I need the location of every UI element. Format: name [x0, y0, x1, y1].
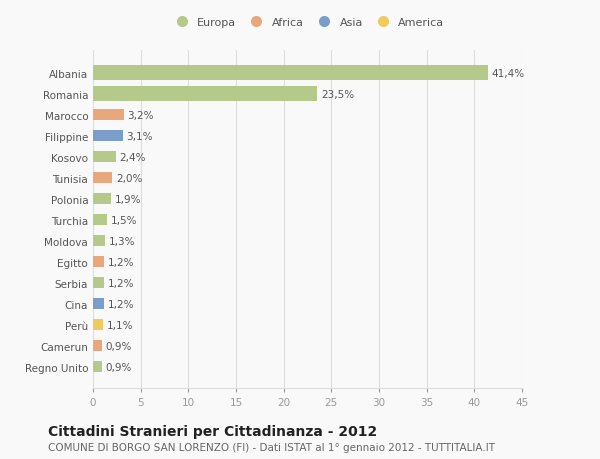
Bar: [93, 87, 317, 102]
Text: 23,5%: 23,5%: [321, 90, 354, 99]
Bar: [93, 110, 124, 121]
Bar: [93, 130, 122, 142]
Bar: [93, 193, 111, 205]
Text: Cittadini Stranieri per Cittadinanza - 2012: Cittadini Stranieri per Cittadinanza - 2…: [48, 425, 377, 438]
Text: 1,2%: 1,2%: [108, 278, 135, 288]
Bar: [93, 235, 106, 247]
Bar: [93, 340, 101, 352]
Text: 1,3%: 1,3%: [109, 236, 136, 246]
Text: 3,2%: 3,2%: [127, 110, 154, 120]
Text: 3,1%: 3,1%: [127, 131, 153, 141]
Text: 1,1%: 1,1%: [107, 320, 134, 330]
Bar: [93, 151, 116, 163]
Bar: [93, 361, 101, 373]
Legend: Europa, Africa, Asia, America: Europa, Africa, Asia, America: [168, 16, 447, 30]
Text: 1,2%: 1,2%: [108, 299, 135, 309]
Bar: [93, 214, 107, 226]
Text: COMUNE DI BORGO SAN LORENZO (FI) - Dati ISTAT al 1° gennaio 2012 - TUTTITALIA.IT: COMUNE DI BORGO SAN LORENZO (FI) - Dati …: [48, 442, 495, 452]
Bar: [93, 277, 104, 289]
Text: 41,4%: 41,4%: [491, 68, 524, 78]
Text: 1,9%: 1,9%: [115, 194, 142, 204]
Bar: [93, 256, 104, 268]
Text: 0,9%: 0,9%: [106, 362, 132, 372]
Text: 2,0%: 2,0%: [116, 173, 142, 183]
Text: 1,5%: 1,5%: [111, 215, 137, 225]
Bar: [93, 173, 112, 184]
Bar: [93, 298, 104, 310]
Text: 2,4%: 2,4%: [119, 152, 146, 162]
Bar: [93, 66, 488, 81]
Bar: [93, 319, 103, 330]
Text: 0,9%: 0,9%: [106, 341, 132, 351]
Text: 1,2%: 1,2%: [108, 257, 135, 267]
